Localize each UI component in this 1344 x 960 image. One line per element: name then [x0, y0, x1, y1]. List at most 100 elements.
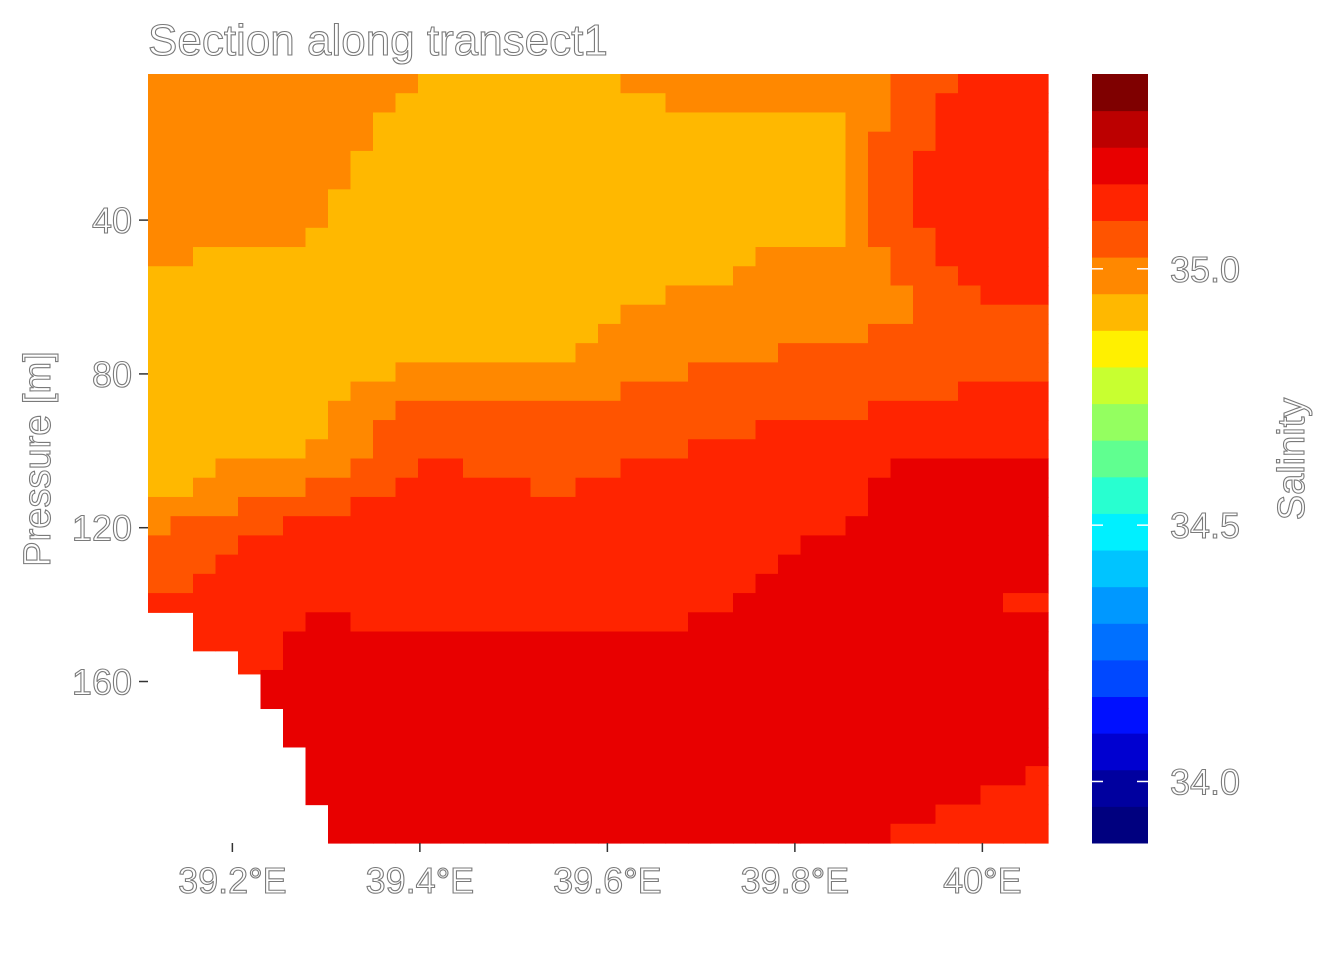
heatmap-cell — [1003, 727, 1027, 748]
heatmap-cell — [193, 477, 217, 498]
heatmap-cell — [575, 304, 599, 325]
heatmap-cell — [710, 266, 734, 287]
heatmap-cell — [283, 593, 307, 613]
heatmap-cell — [373, 189, 397, 210]
heatmap-cell — [755, 93, 779, 114]
heatmap-cell — [170, 420, 194, 440]
heatmap-cell — [688, 496, 712, 517]
heatmap-cell — [800, 458, 824, 479]
heatmap-cell — [283, 74, 307, 94]
heatmap-cell — [328, 362, 352, 383]
heatmap-cell — [485, 477, 509, 498]
heatmap-cell — [845, 439, 869, 460]
heatmap-cell — [980, 689, 1004, 710]
heatmap-cell — [620, 150, 644, 171]
heatmap-cell — [148, 362, 172, 383]
heatmap-cell — [980, 93, 1004, 114]
heatmap-cell — [913, 746, 937, 767]
heatmap-cell — [643, 400, 667, 421]
heatmap-cell — [868, 554, 892, 575]
heatmap-cell — [800, 727, 824, 748]
heatmap-cell — [958, 189, 982, 210]
heatmap-cell — [260, 400, 284, 421]
heatmap-cell — [755, 420, 779, 440]
heatmap-cell — [283, 285, 307, 306]
heatmap-cell — [508, 362, 532, 383]
heatmap-cell — [485, 650, 509, 671]
heatmap-cell — [913, 785, 937, 806]
colorbar-segment — [1092, 110, 1148, 148]
heatmap-cell — [823, 746, 847, 767]
heatmap-cell — [530, 708, 554, 729]
heatmap-cell — [643, 785, 667, 806]
heatmap-cell — [800, 631, 824, 652]
heatmap-cell — [688, 516, 712, 536]
heatmap-cell — [845, 458, 869, 479]
heatmap-cell — [800, 516, 824, 536]
heatmap-cell — [1003, 669, 1027, 690]
heatmap-cell — [508, 131, 532, 152]
heatmap-cell — [665, 650, 689, 671]
heatmap-cell — [440, 669, 464, 690]
heatmap-cell — [485, 74, 509, 94]
heatmap-cell — [958, 304, 982, 325]
heatmap-cell — [778, 343, 802, 363]
heatmap-cell — [575, 439, 599, 460]
heatmap-cell — [508, 266, 532, 287]
heatmap-cell — [350, 573, 374, 594]
heatmap-cell — [598, 266, 622, 287]
heatmap-cell — [260, 170, 284, 190]
heatmap-cell — [1025, 554, 1049, 575]
heatmap-cell — [800, 823, 824, 844]
heatmap-cell — [980, 150, 1004, 171]
heatmap-cell — [575, 477, 599, 498]
heatmap-cell — [845, 612, 869, 633]
heatmap-cell — [890, 93, 914, 114]
heatmap-cell — [1025, 766, 1049, 786]
heatmap-cell — [530, 573, 554, 594]
heatmap-cell — [575, 266, 599, 287]
heatmap-cell — [620, 247, 644, 267]
heatmap-cell — [1025, 650, 1049, 671]
heatmap-cell — [890, 823, 914, 844]
heatmap-cell — [1003, 823, 1027, 844]
heatmap-cell — [890, 746, 914, 767]
heatmap-cell — [238, 516, 262, 536]
heatmap-cell — [845, 785, 869, 806]
heatmap-cell — [485, 823, 509, 844]
heatmap-cell — [1025, 400, 1049, 421]
heatmap-cell — [395, 823, 419, 844]
heatmap-cell — [283, 170, 307, 190]
heatmap-cell — [620, 535, 644, 556]
heatmap-cell — [755, 189, 779, 210]
heatmap-cell — [440, 708, 464, 729]
heatmap-cell — [260, 458, 284, 479]
heatmap-cell — [260, 304, 284, 325]
heatmap-cell — [913, 400, 937, 421]
colorbar-segment — [1092, 586, 1148, 624]
heatmap-cell — [328, 612, 352, 633]
heatmap-cell — [485, 766, 509, 786]
heatmap-cell — [913, 343, 937, 363]
heatmap-cell — [980, 746, 1004, 767]
heatmap-cell — [665, 785, 689, 806]
colorbar-tick-label: 34.0 — [1170, 761, 1240, 802]
colorbar-segment — [1092, 696, 1148, 734]
heatmap-cell — [148, 304, 172, 325]
x-tick-label: 39.2°E — [178, 860, 286, 901]
heatmap-cell — [350, 266, 374, 287]
heatmap-cell — [688, 131, 712, 152]
heatmap-cell — [418, 74, 442, 94]
heatmap-cell — [440, 612, 464, 633]
heatmap-cell — [170, 593, 194, 613]
heatmap-cell — [913, 227, 937, 248]
heatmap-cell — [710, 573, 734, 594]
heatmap-cell — [508, 746, 532, 767]
heatmap-cell — [373, 227, 397, 248]
heatmap-cell — [215, 631, 239, 652]
heatmap-cell — [148, 535, 172, 556]
heatmap-cell — [643, 554, 667, 575]
heatmap-cell — [530, 112, 554, 133]
heatmap-cell — [170, 323, 194, 344]
heatmap-cell — [575, 285, 599, 306]
